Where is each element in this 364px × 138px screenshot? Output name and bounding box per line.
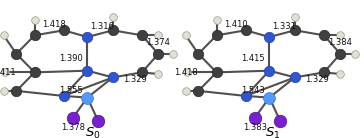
Text: 1.331: 1.331 <box>272 22 296 31</box>
Text: 1.418: 1.418 <box>42 20 66 29</box>
Text: 1.411: 1.411 <box>0 68 16 77</box>
Text: 1.384: 1.384 <box>328 38 352 47</box>
Text: 1.374: 1.374 <box>146 38 170 47</box>
Text: 1.410: 1.410 <box>224 20 248 29</box>
Text: 1.390: 1.390 <box>59 54 83 63</box>
Text: 1.329: 1.329 <box>305 75 329 84</box>
Text: 1.316: 1.316 <box>90 22 114 31</box>
Text: 1.415: 1.415 <box>241 54 265 63</box>
Text: 1.329: 1.329 <box>123 75 147 84</box>
Text: 1.378: 1.378 <box>61 123 85 132</box>
Text: 1.383: 1.383 <box>243 123 267 132</box>
Text: 1.543: 1.543 <box>241 86 265 95</box>
Text: 1.418: 1.418 <box>174 68 198 77</box>
Text: 1.555: 1.555 <box>60 86 83 95</box>
Text: $\boldsymbol{S_1}$: $\boldsymbol{S_1}$ <box>265 125 281 138</box>
Text: $\boldsymbol{S_0}$: $\boldsymbol{S_0}$ <box>85 125 101 138</box>
